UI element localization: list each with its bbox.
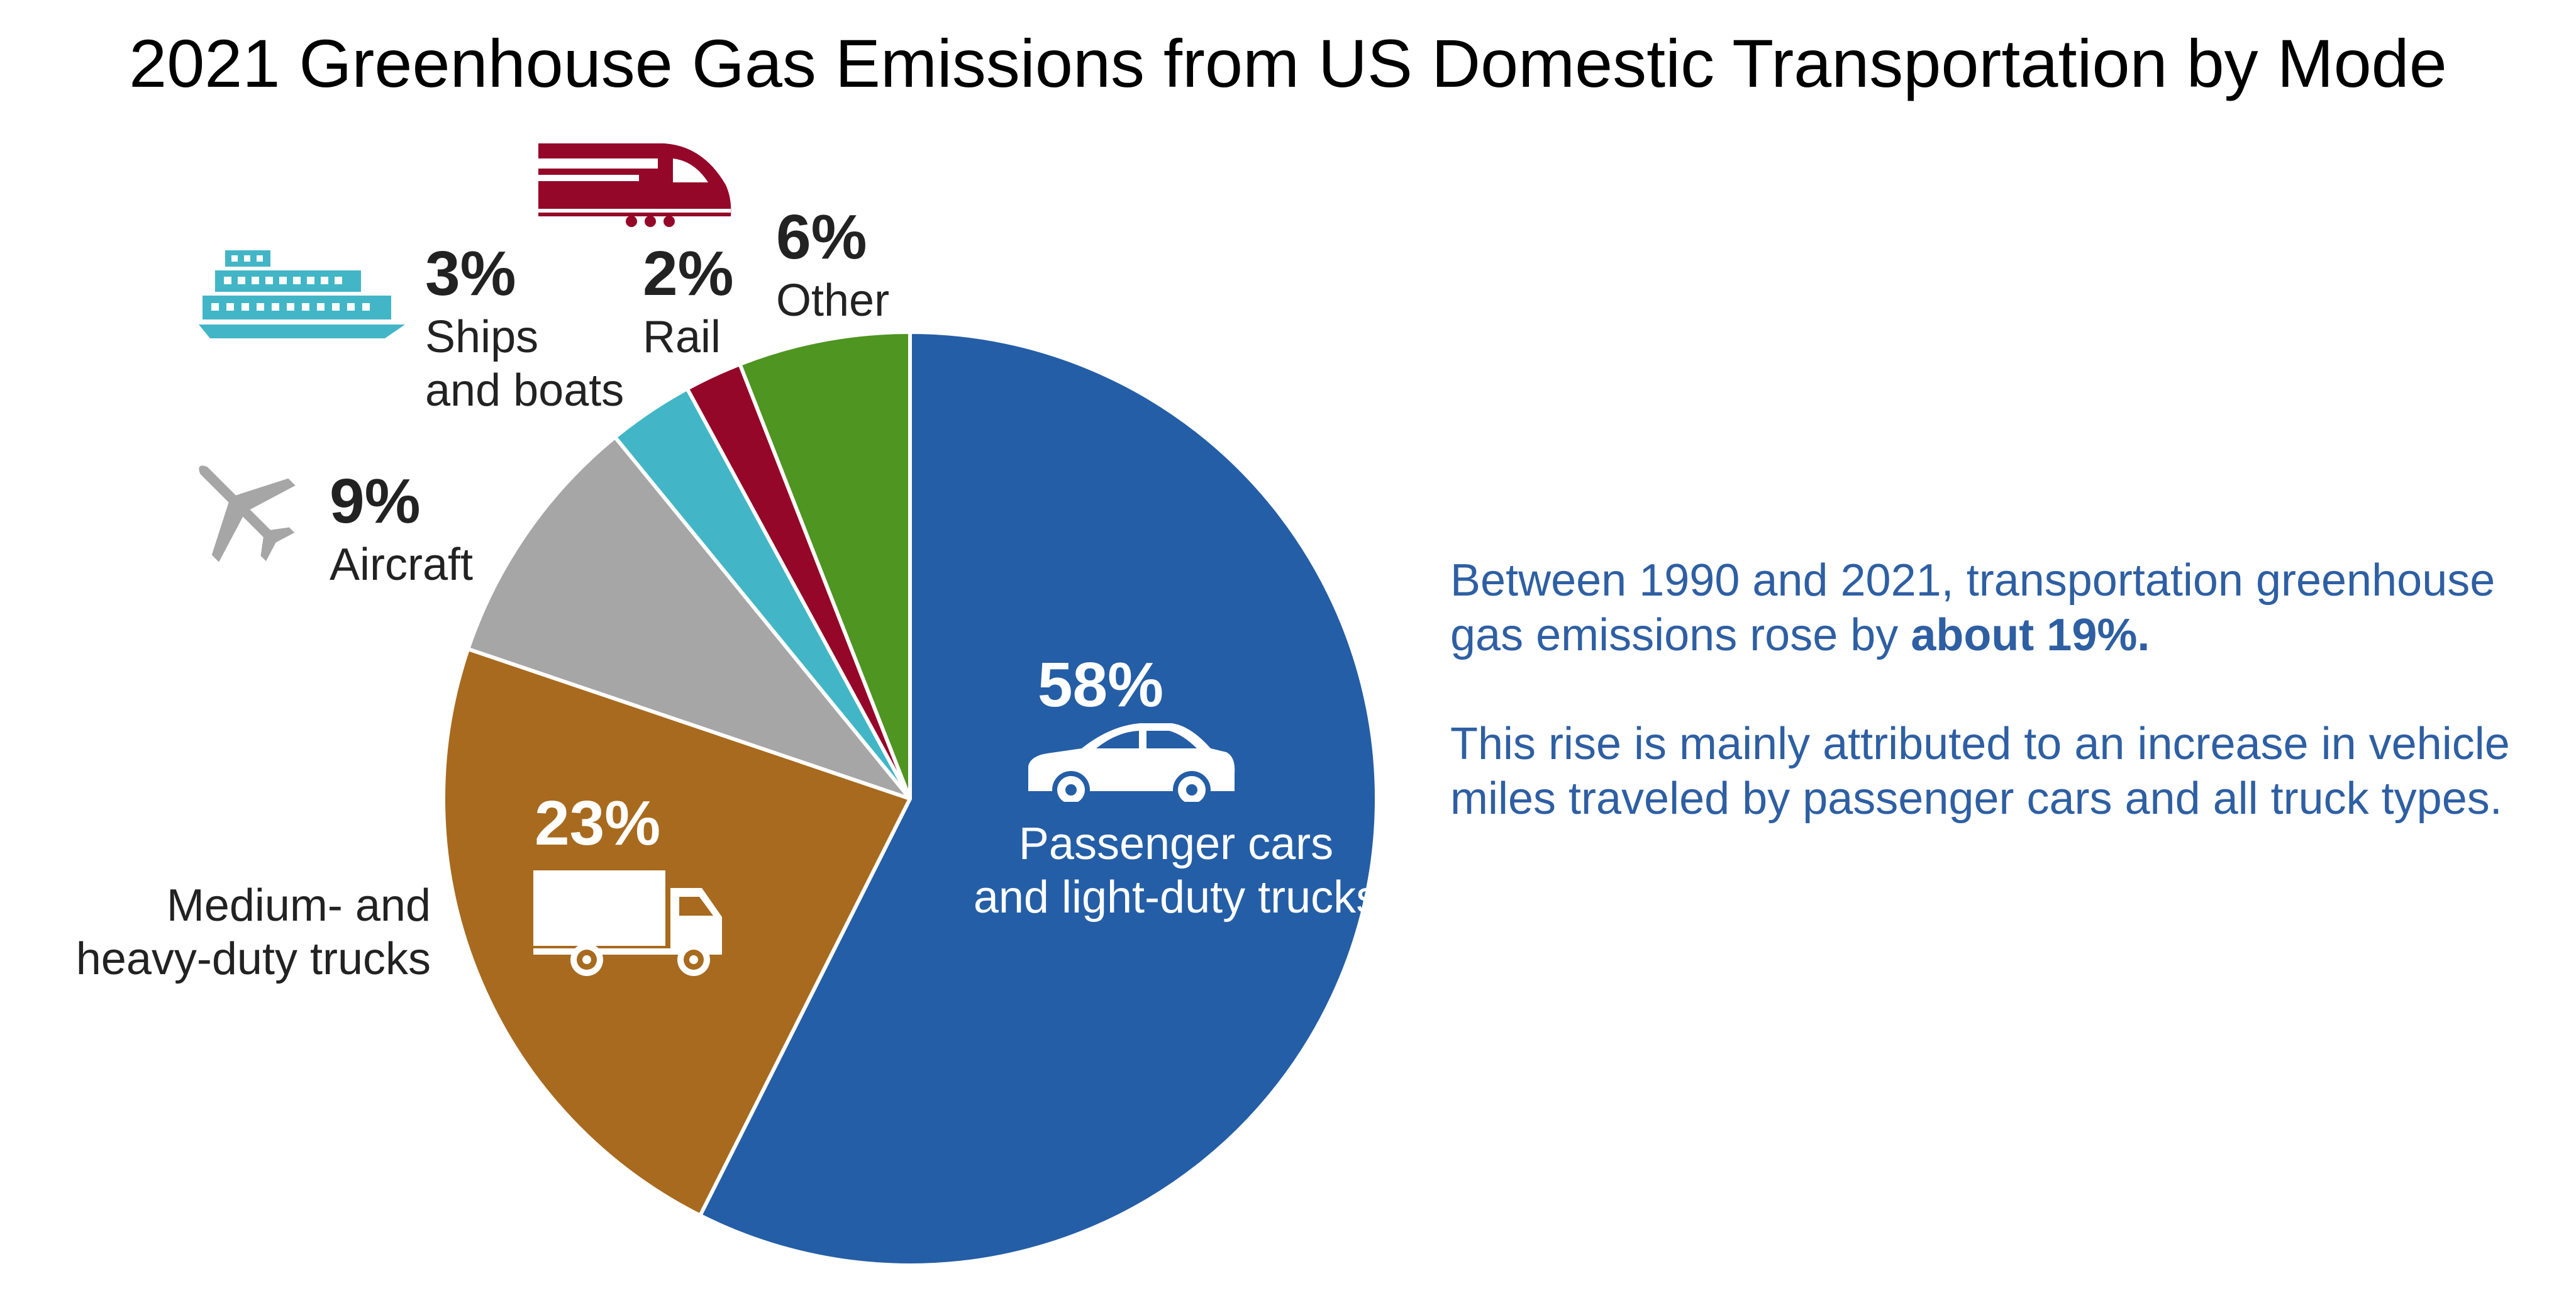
truck-icon: [533, 870, 722, 976]
ship-icon: [199, 250, 405, 338]
value-label-aircraft: 9%: [330, 466, 421, 536]
label-other: 6% Other: [776, 200, 889, 328]
pie-slice-other: [738, 330, 912, 801]
summary-note: Between 1990 and 2021, transportation gr…: [1450, 553, 2557, 826]
note-paragraph-2: This rise is mainly attributed to an inc…: [1450, 719, 2510, 824]
value-label-rail: 2%: [643, 238, 734, 309]
value-label-ships: 3%: [425, 238, 516, 309]
train-icon: [538, 143, 731, 227]
pie-slice-aircraft: [466, 435, 912, 801]
value-label-other: 6%: [776, 202, 867, 272]
name-label-rail: Rail: [643, 312, 721, 362]
note-highlight: about 19%.: [1911, 610, 2150, 661]
name-label-cars: Passenger cars and light-duty trucks: [973, 819, 1379, 923]
car-icon: [1028, 723, 1235, 802]
chart-title: 2021 Greenhouse Gas Emissions from US Do…: [129, 25, 2447, 101]
value-label-cars: 58%: [1037, 650, 1164, 720]
name-label-trucks: Medium- and heavy-duty trucks: [75, 880, 431, 984]
airplane-icon: [199, 465, 296, 562]
name-label-ships: Ships and boats: [425, 312, 625, 416]
note-paragraph-1: Between 1990 and 2021, transportation gr…: [1450, 555, 2496, 661]
value-label-trucks: 23%: [535, 788, 661, 858]
name-label-other: Other: [776, 275, 890, 326]
label-cars: 58%: [912, 648, 1289, 722]
label-aircraft: 9% Aircraft: [330, 464, 473, 592]
name-label-aircraft: Aircraft: [330, 540, 474, 590]
label-rail: 2% Rail: [643, 236, 734, 364]
pie-slice-cars: [698, 330, 1379, 1267]
label-ships: 3% Ships and boats: [425, 236, 624, 418]
